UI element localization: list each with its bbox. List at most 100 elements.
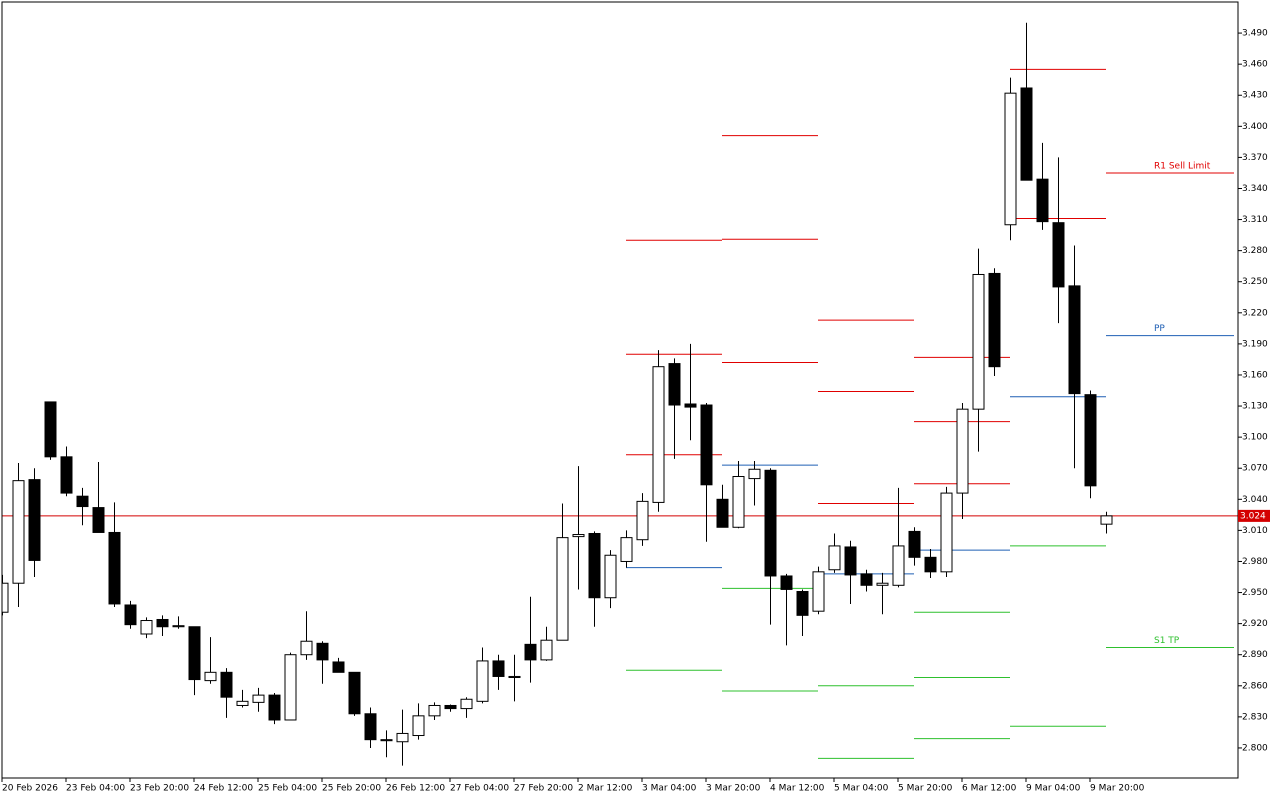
candle-body [652, 366, 665, 503]
candle-body [316, 642, 329, 661]
y-tick-label: 3.220 [1242, 308, 1268, 318]
candle-body [1084, 394, 1097, 487]
x-tick-label: 5 Mar 20:00 [898, 784, 953, 794]
y-tick-label: 3.370 [1242, 153, 1268, 163]
candle-body [732, 476, 745, 528]
candle-body [636, 500, 649, 541]
candle-body [60, 456, 73, 494]
candle-body [124, 604, 137, 626]
plot-border [1, 1, 1239, 779]
x-tick-label: 23 Feb 20:00 [130, 784, 189, 794]
candle-body [268, 694, 281, 721]
y-tick-label: 3.250 [1242, 277, 1268, 287]
candle-body [924, 556, 937, 573]
candle-body [540, 639, 553, 661]
candle-body [380, 739, 393, 742]
y-tick-label: 3.130 [1242, 402, 1268, 412]
candle-body [716, 498, 729, 528]
candle-body [332, 661, 345, 673]
candle-body [156, 618, 169, 628]
candle-body [668, 363, 681, 406]
x-tick-label: 4 Mar 12:00 [770, 784, 825, 794]
y-tick-label: 3.070 [1242, 464, 1268, 474]
candle-body [1068, 285, 1081, 395]
x-tick-label: 6 Mar 12:00 [962, 784, 1017, 794]
y-tick-label: 3.190 [1242, 339, 1268, 349]
candle-body [828, 545, 841, 571]
x-tick-label: 23 Feb 04:00 [66, 784, 125, 794]
x-tick-label: 5 Mar 04:00 [834, 784, 889, 794]
y-tick-label: 3.040 [1242, 495, 1268, 505]
candle-body [412, 715, 425, 737]
candle-body [108, 531, 121, 605]
plot-area [2, 22, 1238, 766]
candle-body [252, 694, 265, 703]
candle-body [220, 671, 233, 698]
candle-body [300, 640, 313, 656]
y-tick-label: 3.400 [1242, 122, 1268, 132]
candle-body [988, 272, 1001, 368]
y-tick-label: 2.860 [1242, 681, 1268, 691]
y-tick-label: 3.460 [1242, 60, 1268, 70]
level-label: S1 TP [1154, 636, 1180, 646]
candle-body [204, 671, 217, 682]
y-tick-label: 3.340 [1242, 184, 1268, 194]
y-tick-label: 3.430 [1242, 91, 1268, 101]
candle-body [572, 534, 585, 538]
x-tick-label: 9 Mar 20:00 [1090, 784, 1145, 794]
candle-body [556, 537, 569, 641]
candle-body [780, 575, 793, 590]
candle-body [796, 591, 809, 616]
candle-body [764, 469, 777, 577]
candle-body [1004, 92, 1017, 226]
candle-body [1020, 87, 1033, 181]
candle-body [812, 571, 825, 612]
y-tick-label: 2.800 [1242, 743, 1268, 753]
candle-body [188, 626, 201, 681]
candle-body [620, 537, 633, 562]
x-tick-label: 3 Mar 20:00 [706, 784, 761, 794]
candle-body [12, 480, 25, 584]
y-tick-label: 3.280 [1242, 246, 1268, 256]
candle-body [76, 495, 89, 508]
candle-body [1052, 222, 1065, 288]
candle-body [428, 704, 441, 717]
candle-body [444, 704, 457, 710]
y-tick-label: 3.100 [1242, 433, 1268, 443]
x-tick-label: 27 Feb 20:00 [514, 784, 573, 794]
y-tick-label: 3.010 [1242, 526, 1268, 536]
candle-body [524, 643, 537, 661]
candle-body [44, 401, 57, 458]
y-tick-label: 3.490 [1242, 29, 1268, 39]
x-tick-label: 2 Mar 12:00 [578, 784, 633, 794]
candle-body [172, 625, 185, 628]
candle-body [860, 573, 873, 586]
candle-body [700, 404, 713, 486]
x-tick-label: 9 Mar 04:00 [1026, 784, 1081, 794]
x-tick-label: 27 Feb 04:00 [450, 784, 509, 794]
candle-body [1036, 178, 1049, 223]
candle-body [508, 675, 521, 679]
candle-body [684, 403, 697, 408]
candle-body [284, 654, 297, 721]
candle-body [1100, 515, 1113, 525]
candle-body [892, 545, 905, 586]
y-tick-label: 2.950 [1242, 588, 1268, 598]
candle-body [364, 713, 377, 741]
x-tick-label: 25 Feb 04:00 [258, 784, 317, 794]
candle-body [460, 698, 473, 710]
x-tick-label: 20 Feb 2026 [2, 784, 58, 794]
candle-body [748, 468, 761, 480]
candle-body [588, 532, 601, 599]
candle-body [604, 554, 617, 599]
candle-body [956, 408, 969, 494]
y-tick-label: 2.890 [1242, 650, 1268, 660]
level-label: R1 Sell Limit [1154, 161, 1211, 171]
candle-body [940, 492, 953, 573]
candle-body [140, 620, 153, 635]
candle-body [92, 507, 105, 533]
candle-body [492, 660, 505, 677]
level-label: PP [1154, 324, 1165, 334]
